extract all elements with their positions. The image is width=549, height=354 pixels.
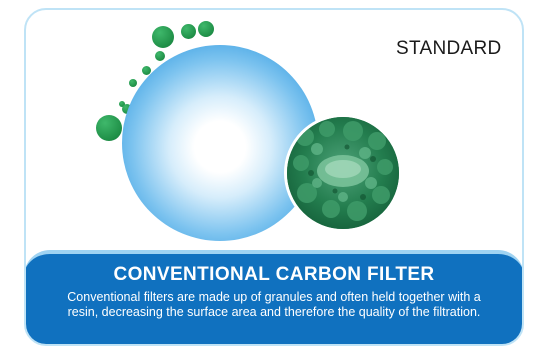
green-particle-icon — [155, 51, 165, 61]
green-particle-icon — [96, 115, 122, 141]
description-panel: CONVENTIONAL CARBON FILTER Conventional … — [24, 250, 524, 346]
green-particle-icon — [152, 26, 174, 48]
green-particle-icon — [129, 79, 137, 87]
green-particle-icon — [198, 21, 214, 37]
carbon-granules-icon — [284, 114, 402, 232]
filter-sphere-icon — [122, 45, 318, 241]
filter-card: STANDARD CONVENTIONAL CARBON FILTER Conv… — [24, 8, 524, 346]
carbon-texture — [287, 117, 399, 229]
green-particle-icon — [181, 24, 196, 39]
panel-title: CONVENTIONAL CARBON FILTER — [24, 264, 524, 286]
panel-description: Conventional filters are made up of gran… — [59, 290, 489, 320]
standard-badge: STANDARD — [396, 38, 502, 60]
